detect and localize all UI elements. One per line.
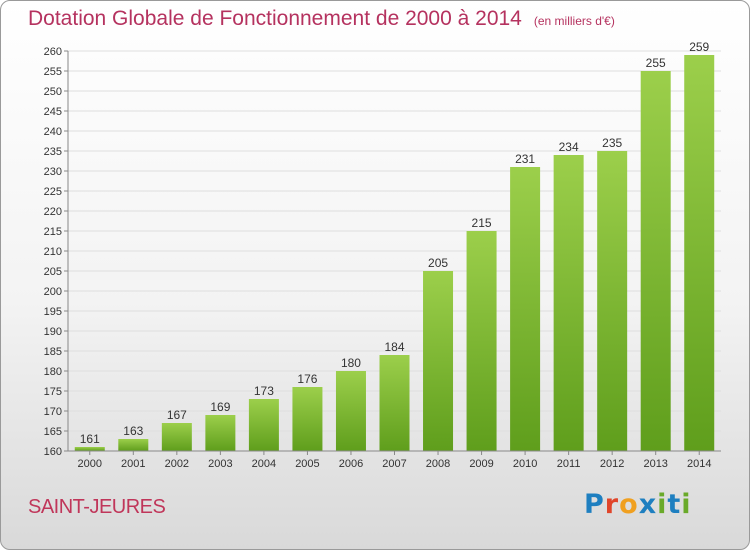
bar xyxy=(553,155,584,451)
data-label: 205 xyxy=(428,256,448,270)
bar xyxy=(248,399,279,451)
y-tick-label: 195 xyxy=(44,306,62,318)
bar xyxy=(684,55,715,451)
y-tick-label: 200 xyxy=(44,286,62,298)
y-tick-label: 175 xyxy=(44,386,62,398)
x-tick-label: 2009 xyxy=(469,458,493,470)
y-tick-label: 255 xyxy=(44,66,62,78)
bars xyxy=(74,55,715,451)
data-label: 180 xyxy=(341,356,361,370)
logo-letter: t xyxy=(667,489,682,520)
y-axis: 160 165 170 175 180 185 190 195 200 205 210 215 220 2… xyxy=(44,46,69,458)
bar xyxy=(510,167,541,451)
proxiti-logo[interactable]: Proxiti xyxy=(584,489,692,520)
y-tick-label: 185 xyxy=(44,346,62,358)
data-label: 176 xyxy=(297,372,317,386)
logo-letter: r xyxy=(604,489,620,520)
bar xyxy=(466,231,497,451)
y-tick-label: 230 xyxy=(44,166,62,178)
x-tick-label: 2003 xyxy=(208,458,232,470)
x-tick-label: 2004 xyxy=(252,458,276,470)
data-label: 161 xyxy=(80,432,100,446)
data-label: 255 xyxy=(646,56,666,70)
bar xyxy=(640,71,671,451)
data-labels: 161 163 167 169 173 176 180 184 205 215 231 234 235 2… xyxy=(80,40,710,446)
commune-name: SAINT-JEURES xyxy=(28,496,166,518)
x-tick-label: 2002 xyxy=(165,458,189,470)
y-tick-label: 180 xyxy=(44,366,62,378)
data-label: 231 xyxy=(515,152,535,166)
y-tick-label: 205 xyxy=(44,266,62,278)
logo-letter: i xyxy=(681,489,692,520)
y-tick-label: 215 xyxy=(44,226,62,238)
logo-letter: x xyxy=(638,489,658,520)
x-tick-label: 2010 xyxy=(513,458,537,470)
x-tick-label: 2006 xyxy=(339,458,363,470)
x-tick-label: 2000 xyxy=(78,458,102,470)
data-label: 173 xyxy=(254,384,274,398)
y-tick-label: 165 xyxy=(44,426,62,438)
data-label: 163 xyxy=(123,424,143,438)
logo-letter: i xyxy=(657,489,668,520)
data-label: 167 xyxy=(167,408,187,422)
chart-title: Dotation Globale de Fonctionnement de 20… xyxy=(28,7,615,31)
data-label: 169 xyxy=(210,400,230,414)
y-tick-label: 210 xyxy=(44,246,62,258)
data-label: 215 xyxy=(472,216,492,230)
x-tick-label: 2011 xyxy=(557,458,581,470)
y-tick-label: 240 xyxy=(44,126,62,138)
data-label: 184 xyxy=(384,340,404,354)
bar xyxy=(118,439,149,451)
x-tick-label: 2001 xyxy=(121,458,145,470)
bar xyxy=(292,387,323,451)
chart-subtitle: (en milliers d'€) xyxy=(533,14,615,28)
bar xyxy=(597,151,628,451)
y-tick-label: 235 xyxy=(44,146,62,158)
x-tick-label: 2007 xyxy=(382,458,406,470)
bar xyxy=(335,371,366,451)
bar xyxy=(423,271,454,451)
y-tick-label: 225 xyxy=(44,186,62,198)
y-tick-label: 250 xyxy=(44,86,62,98)
y-tick-label: 220 xyxy=(44,206,62,218)
y-tick-label: 190 xyxy=(44,326,62,338)
x-tick-label: 2012 xyxy=(600,458,624,470)
x-tick-label: 2005 xyxy=(295,458,319,470)
bar xyxy=(205,415,236,451)
data-label: 234 xyxy=(559,140,579,154)
bar xyxy=(74,447,105,451)
y-tick-label: 170 xyxy=(44,406,62,418)
bar xyxy=(161,423,192,451)
x-tick-label: 2014 xyxy=(687,458,711,470)
x-axis: 2000 2001 2002 2003 2004 2005 2006 2007 2008 2009… xyxy=(68,450,721,470)
y-tick-label: 160 xyxy=(44,446,62,458)
logo-letter: o xyxy=(619,489,639,520)
logo-letter: P xyxy=(584,489,605,520)
data-label: 235 xyxy=(602,136,622,150)
y-tick-label: 260 xyxy=(44,46,62,58)
y-tick-label: 245 xyxy=(44,106,62,118)
chart-title-text: Dotation Globale de Fonctionnement de 20… xyxy=(28,7,522,30)
x-tick-label: 2008 xyxy=(426,458,450,470)
data-label: 259 xyxy=(689,40,709,54)
bar xyxy=(379,355,410,451)
x-tick-label: 2013 xyxy=(643,458,667,470)
